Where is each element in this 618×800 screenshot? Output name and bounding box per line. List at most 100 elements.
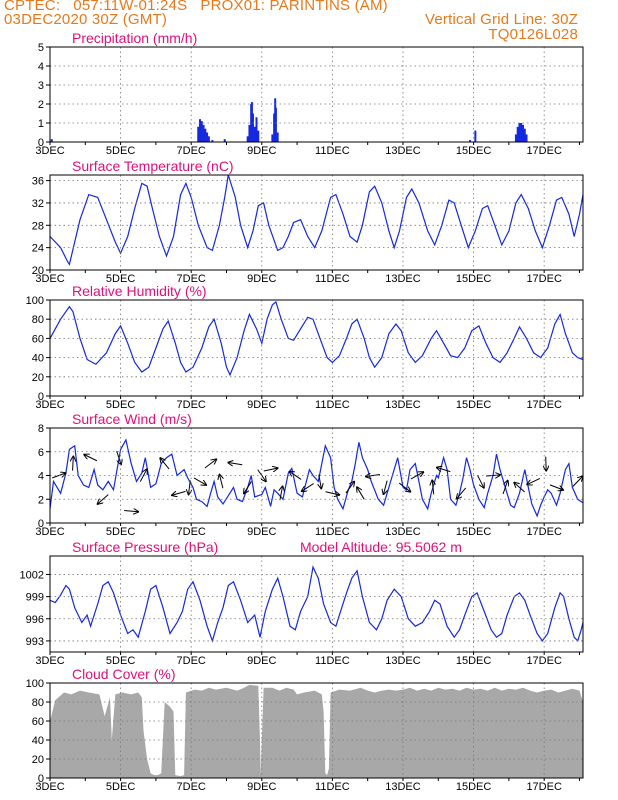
pressure-annotation: Model Altitude: 95.5062 m: [300, 539, 462, 555]
humidity-title: Relative Humidity (%): [72, 283, 207, 299]
precip-bar-29: [521, 124, 524, 142]
wind-arrow-1: [73, 457, 74, 471]
x-tick-label: 5DEC: [106, 526, 135, 538]
wind-arrow-33: [502, 481, 508, 495]
y-tick-label: 60: [32, 333, 44, 345]
wind-arrow-28: [432, 480, 433, 495]
header-model-id: TQ0126L028: [488, 26, 578, 43]
wind-arrow-27: [410, 472, 423, 480]
precip-bar-19: [273, 113, 276, 142]
x-tick-label: 17DEC: [526, 399, 562, 411]
x-tick-label: 17DEC: [526, 655, 562, 667]
x-tick-label: 9DEC: [247, 781, 276, 793]
x-tick-label: 17DEC: [526, 145, 562, 157]
wind-arrow-35: [527, 478, 541, 484]
y-tick-label: 40: [32, 735, 44, 747]
wind-arrow-12: [220, 475, 223, 489]
wind-arrow-30: [457, 487, 467, 499]
temperature-title: Surface Temperature (nC): [72, 158, 234, 174]
humidity-line: [49, 300, 584, 377]
precip-bar-6: [206, 132, 209, 142]
y-tick-label: 4: [38, 61, 44, 73]
y-tick-label: 0: [38, 518, 44, 530]
precip-bar-23: [469, 140, 472, 142]
x-tick-label: 7DEC: [177, 781, 206, 793]
x-tick-label: 13DEC: [385, 526, 421, 538]
y-tick-label: 60: [32, 716, 44, 728]
wind-arrow-26: [398, 482, 410, 492]
x-tick-label: 13DEC: [385, 145, 421, 157]
temperature-panel: 20 24 28 32 36 3DEC 5DEC 7DEC 9DEC 11DEC 13DEC 15DE…: [32, 158, 584, 285]
wind-arrow-22: [345, 482, 354, 494]
x-tick-label: 3DEC: [35, 526, 64, 538]
x-tick-label: 11DEC: [315, 781, 350, 793]
y-tick-label: 1002: [20, 569, 44, 581]
wind-arrow-31: [477, 474, 483, 487]
precip-bar-0: [50, 139, 53, 142]
x-tick-label: 17DEC: [526, 781, 562, 793]
wind-arrow-37: [549, 484, 563, 490]
precip-bar-24: [474, 130, 477, 142]
cloud-frame: [49, 682, 584, 779]
x-tick-label: 11DEC: [315, 145, 350, 157]
y-tick-label: 996: [26, 614, 44, 626]
y-tick-label: 20: [32, 372, 44, 384]
x-tick-label: 3DEC: [35, 655, 64, 667]
temperature-line: [49, 174, 584, 266]
y-tick-label: 100: [26, 295, 44, 307]
x-tick-label: 3DEC: [35, 273, 64, 285]
x-tick-label: 9DEC: [247, 145, 276, 157]
precip-bar-13: [250, 102, 253, 142]
header-station: CPTEC: 057:11W-01:24S PROX01: PARINTINS …: [4, 0, 388, 14]
precip-bar-16: [255, 117, 258, 142]
x-tick-label: 15DEC: [456, 145, 492, 157]
wind-arrow-9: [189, 480, 191, 494]
x-tick-label: 15DEC: [456, 655, 492, 667]
humidity-frame: [49, 299, 584, 397]
y-tick-label: 3: [38, 80, 44, 92]
precip-bar-11: [248, 124, 251, 142]
x-tick-label: 7DEC: [177, 273, 206, 285]
y-tick-label: 999: [26, 592, 44, 604]
precip-bar-7: [207, 136, 210, 142]
x-tick-label: 7DEC: [177, 655, 206, 667]
cloud-cover-area: [50, 684, 583, 778]
x-tick-label: 15DEC: [456, 526, 492, 538]
y-tick-label: 36: [32, 176, 44, 188]
x-tick-label: 7DEC: [177, 399, 206, 411]
x-tick-label: 13DEC: [385, 273, 421, 285]
wind-arrow-4: [116, 450, 121, 464]
precip-bar-28: [520, 123, 523, 142]
cloud-panel: 0 20 40 60 80 100 3DEC 5DEC 7DEC 9DEC 11DEC 13DEC 15…: [26, 666, 584, 793]
wind-arrow-20: [319, 474, 321, 489]
x-tick-label: 9DEC: [247, 399, 276, 411]
wind-arrow-32: [485, 475, 500, 476]
precip-bar-17: [257, 130, 260, 142]
y-tick-label: 24: [32, 243, 44, 255]
wind-arrow-11: [204, 459, 216, 469]
x-tick-label: 5DEC: [106, 273, 135, 285]
x-tick-label: 5DEC: [106, 399, 135, 411]
y-tick-label: 4: [38, 471, 44, 483]
x-tick-label: 5DEC: [106, 781, 135, 793]
x-tick-label: 17DEC: [526, 273, 562, 285]
x-tick-label: 11DEC: [315, 273, 350, 285]
y-tick-label: 5: [38, 42, 44, 54]
wind-arrow-34: [514, 483, 526, 493]
precip-bar-4: [202, 124, 205, 142]
wind-arrow-10: [193, 477, 206, 485]
precip-bar-2: [199, 119, 202, 142]
wind-arrow-18: [290, 472, 302, 480]
precip-bar-9: [223, 139, 226, 142]
x-tick-label: 9DEC: [247, 273, 276, 285]
x-tick-label: 11DEC: [315, 655, 350, 667]
x-tick-label: 15DEC: [456, 273, 492, 285]
wind-arrow-21: [325, 492, 340, 495]
y-tick-label: 0: [38, 391, 44, 403]
wind-arrow-23: [357, 487, 365, 500]
precip-bar-15: [253, 126, 256, 142]
precip-bar-8: [211, 140, 214, 142]
header-datetime: 03DEC2020 30Z (GMT): [4, 11, 168, 28]
wind-line: [49, 438, 584, 518]
precip-panel: 0 1 2 3 4 5 3DEC 5DEC 7DEC 9DEC 11DEC 13DEC 15DEC 17D…: [35, 30, 584, 157]
